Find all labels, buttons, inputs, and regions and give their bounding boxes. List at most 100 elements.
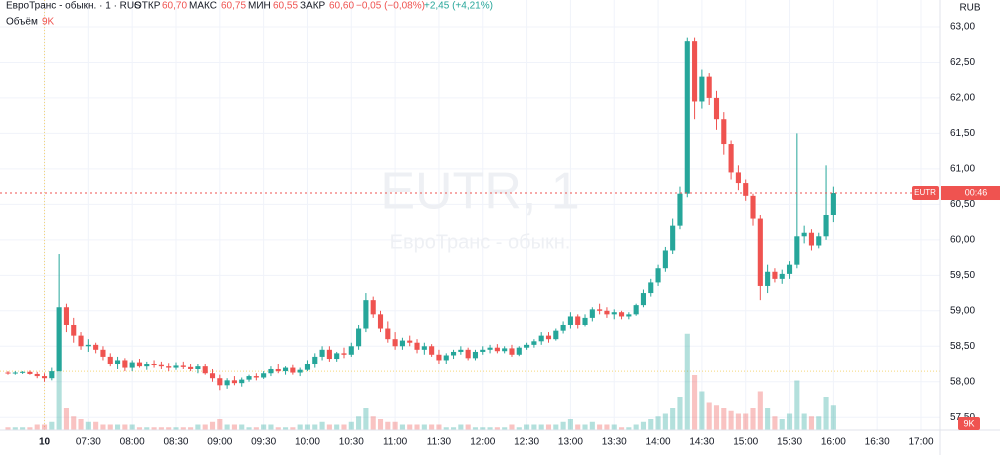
candle-body xyxy=(458,349,464,352)
volume-bar xyxy=(275,427,281,430)
candle-body xyxy=(304,364,311,370)
volume-bar xyxy=(304,424,311,430)
candle-body xyxy=(611,312,617,315)
y-tick-label: 58,00 xyxy=(950,376,975,387)
volume-tag: 9K xyxy=(963,418,974,428)
candle-body xyxy=(545,335,552,340)
volume-bar xyxy=(173,427,179,430)
volume-bar xyxy=(458,424,464,430)
x-tick-label: 13:00 xyxy=(558,437,583,448)
candle-body xyxy=(421,346,427,350)
countdown-bg xyxy=(941,186,1000,201)
x-tick-label: 11:30 xyxy=(427,437,452,448)
volume-bar xyxy=(816,416,822,430)
volume-bar xyxy=(253,427,259,430)
volume-bar xyxy=(414,424,420,430)
volume-bar xyxy=(443,427,449,430)
volume-bar xyxy=(786,413,793,430)
volume-bar xyxy=(597,424,603,430)
candle-body xyxy=(224,380,230,386)
candle-body xyxy=(399,340,405,347)
candle-body xyxy=(151,364,157,366)
volume-bar xyxy=(465,424,471,430)
candle-body xyxy=(239,379,245,384)
volume-bar xyxy=(421,424,427,430)
volume-bar xyxy=(618,427,625,430)
volume-bar xyxy=(662,413,668,430)
candle-body xyxy=(655,268,661,283)
x-tick-label: 17:00 xyxy=(908,437,933,448)
volume-bar xyxy=(261,424,267,430)
candle-body xyxy=(728,144,734,173)
candle-body xyxy=(735,172,741,184)
candle-body xyxy=(356,328,362,347)
candle-body xyxy=(385,328,391,340)
volume-bar xyxy=(604,424,610,430)
candle-body xyxy=(63,307,69,325)
value: 60,70 xyxy=(162,1,187,12)
volume-bar xyxy=(12,427,18,430)
watermark-ticker: EUTR, 1 xyxy=(380,163,579,221)
candle-body xyxy=(692,41,698,102)
volume-bar xyxy=(195,424,201,430)
volume-bar xyxy=(823,397,829,430)
candle-body xyxy=(85,344,91,347)
candle-body xyxy=(93,344,99,350)
volume-bar xyxy=(239,424,245,430)
volume-bar xyxy=(494,427,500,430)
candle-body xyxy=(209,373,216,379)
candle-body xyxy=(282,367,289,372)
candle-body xyxy=(494,347,500,352)
y-tick-label: 59,00 xyxy=(950,305,975,316)
volume-bar xyxy=(509,424,515,430)
candle-body xyxy=(757,218,763,286)
candle-body xyxy=(20,371,26,373)
x-tick-label: 16:30 xyxy=(865,437,890,448)
candle-body xyxy=(509,348,515,355)
candle-body xyxy=(670,225,676,251)
volume-bar xyxy=(779,419,785,430)
x-tick-label: 09:30 xyxy=(251,437,276,448)
volume-bar xyxy=(648,419,654,430)
x-tick-label: 10:00 xyxy=(295,437,320,448)
candle-body xyxy=(779,273,785,279)
volume-bar xyxy=(290,427,296,430)
candle-body xyxy=(136,362,143,367)
volume-bar xyxy=(735,413,741,430)
x-tick-label: 09:00 xyxy=(207,437,232,448)
candle-body xyxy=(34,373,40,377)
x-tick-label: 10 xyxy=(39,437,51,448)
volume-bar xyxy=(808,416,815,430)
volume-bar xyxy=(363,408,369,430)
volume-bar xyxy=(34,424,40,430)
volume-bar xyxy=(830,405,836,430)
x-tick-label: 11:00 xyxy=(383,437,408,448)
plot xyxy=(5,37,836,430)
candle-body xyxy=(706,76,712,98)
volume-bar xyxy=(100,424,106,430)
candle-body xyxy=(633,305,639,315)
candle-body xyxy=(794,236,800,265)
candle-body xyxy=(429,346,435,355)
candle-body xyxy=(392,339,398,347)
volume-bar xyxy=(180,427,186,430)
currency: RUB xyxy=(959,3,980,14)
volume-label: Объём xyxy=(6,16,38,28)
grid xyxy=(0,0,940,430)
label: ОТКР xyxy=(134,1,161,12)
candle-body xyxy=(823,215,829,237)
volume-bar xyxy=(297,424,303,430)
candle-body xyxy=(319,349,325,357)
candle-body xyxy=(648,282,654,294)
volume-bar xyxy=(670,408,676,430)
volume-bar xyxy=(217,419,223,430)
volume-bar xyxy=(407,424,413,430)
volume-bar xyxy=(772,416,778,430)
candle-body xyxy=(370,300,376,315)
volume-bar xyxy=(107,424,113,430)
volume-bar xyxy=(633,424,639,430)
volume-bar xyxy=(436,424,442,430)
volume-bar xyxy=(49,421,55,430)
volume-bar xyxy=(56,320,62,430)
volume-bar xyxy=(516,427,522,430)
